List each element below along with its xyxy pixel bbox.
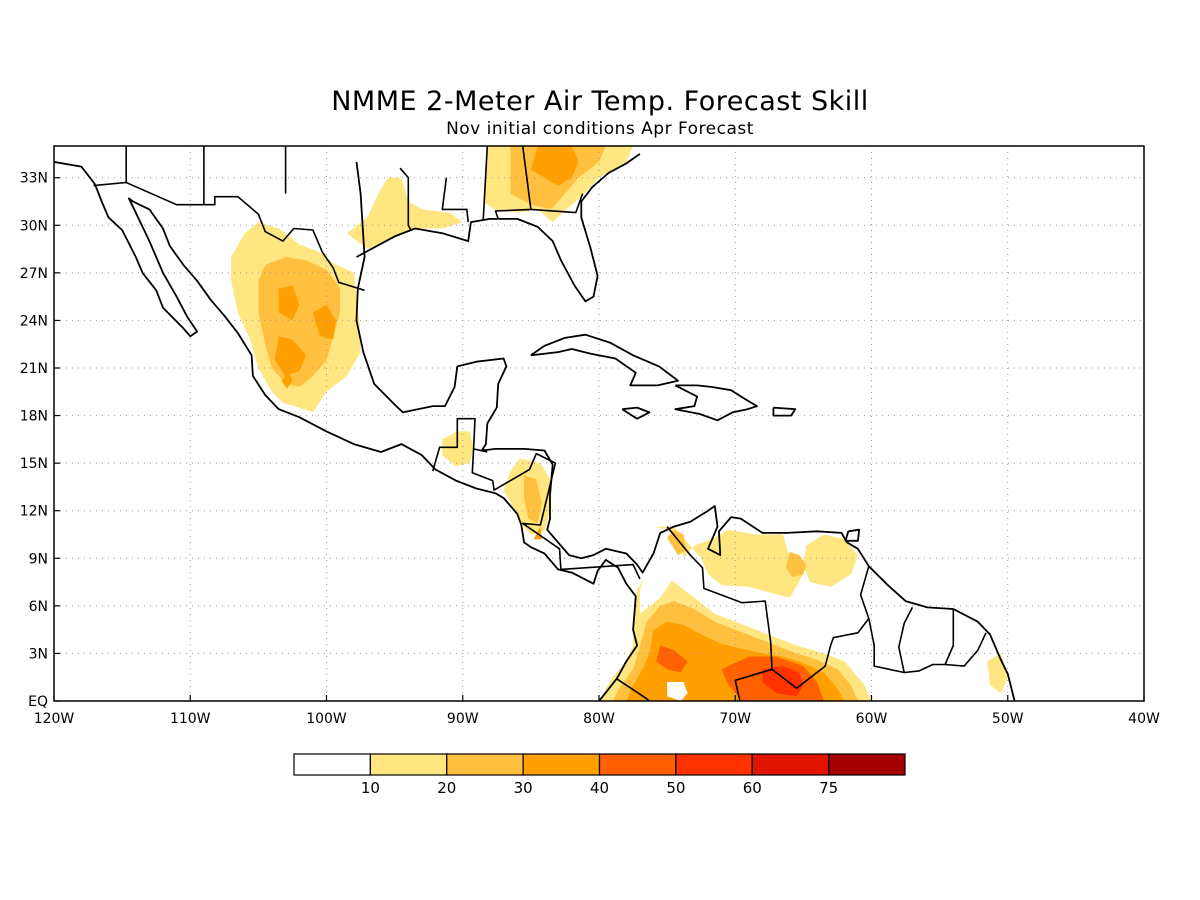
- skill-region-1-5: [785, 551, 807, 578]
- lat-tick-label-1: 3N: [29, 646, 48, 662]
- lon-tick-label-7: 50W: [992, 711, 1024, 727]
- lat-tick-label-10: 30N: [20, 218, 48, 234]
- lon-tick-label-4: 80W: [583, 711, 615, 727]
- coastline-4: [674, 384, 758, 422]
- coastline-0: [54, 161, 638, 701]
- political-borders: [93, 146, 987, 701]
- skill-region-0-3: [442, 431, 474, 467]
- border-line-8: [399, 167, 412, 231]
- skill-region-0-1: [346, 177, 463, 250]
- border-line-12: [530, 193, 584, 214]
- colorbar-swatch-1: [369, 753, 448, 776]
- axis-labels: 120W 110W 100W 90W 80W 70W 60W 50W 40W EQ 3N 6N 9N 12…: [20, 171, 1160, 727]
- colorbar-label-1: 20: [437, 779, 456, 797]
- lon-tick-label-0: 120W: [34, 711, 75, 727]
- coastline-6: [772, 406, 797, 417]
- border-line-5: [868, 609, 955, 674]
- skill-contours: [231, 146, 1008, 701]
- lon-tick-label-8: 40W: [1128, 711, 1160, 727]
- skill-region-2-4: [530, 146, 579, 186]
- border-line-0: [93, 181, 365, 292]
- lat-tick-label-6: 18N: [20, 409, 48, 425]
- skill-region-4-0: [762, 666, 804, 697]
- colorbar-swatch-4: [598, 753, 677, 776]
- map-title: NMME 2-Meter Air Temp. Forecast Skill: [331, 86, 869, 117]
- colorbar-swatch-3: [522, 753, 601, 776]
- lat-tick-label-0: EQ: [28, 694, 48, 710]
- colorbar-swatch-5: [675, 753, 753, 776]
- lat-tick-label-5: 15N: [20, 456, 48, 472]
- coastlines: [54, 153, 1016, 701]
- border-line-2: [471, 448, 641, 580]
- colorbar-label-3: 40: [590, 779, 609, 797]
- colorbar-swatch-6: [751, 753, 830, 776]
- colorbar-label-2: 30: [514, 779, 533, 797]
- colorbar-swatch-2: [446, 753, 524, 776]
- coastline-2: [356, 153, 641, 303]
- skill-region-2-3: [281, 371, 293, 389]
- colorbar-label-4: 50: [666, 779, 685, 797]
- border-line-3: [616, 526, 773, 701]
- colorbar-swatch-7: [828, 753, 906, 776]
- lat-tick-label-7: 21N: [20, 361, 48, 377]
- colorbar: 10 20 30 40 50 60 75: [293, 753, 906, 797]
- border-line-11: [494, 146, 532, 220]
- lat-tick-label-9: 27N: [20, 266, 48, 282]
- skill-region-1-2: [524, 475, 542, 524]
- coastline-5: [621, 406, 651, 420]
- lon-tick-label-1: 110W: [170, 711, 211, 727]
- skill-region-2-0: [278, 285, 300, 321]
- colorbar-label-5: 60: [743, 779, 762, 797]
- coastline-3: [530, 333, 679, 387]
- colorbar-swatch-0: [293, 753, 371, 776]
- border-line-10: [482, 146, 489, 221]
- colorbar-label-6: 75: [819, 779, 838, 797]
- skill-region-3-0: [656, 645, 688, 673]
- skill-region-5-0: [667, 682, 688, 701]
- lon-tick-label-3: 90W: [447, 711, 479, 727]
- plot-frame: [53, 145, 1145, 702]
- skill-region-2-1: [312, 304, 336, 340]
- lat-tick-label-3: 9N: [29, 551, 48, 567]
- border-line-4: [771, 565, 870, 690]
- skill-region-1-3: [667, 529, 687, 556]
- skill-region-0-7: [803, 534, 858, 587]
- border-line-1: [432, 417, 488, 472]
- border-line-7: [945, 632, 987, 667]
- lat-tick-label-8: 24N: [20, 313, 48, 329]
- border-line-6: [897, 607, 914, 673]
- lat-tick-label-11: 33N: [20, 171, 48, 187]
- lon-tick-label-5: 70W: [719, 711, 751, 727]
- skill-region-0-8: [987, 653, 1008, 694]
- lat-tick-label-4: 12N: [20, 504, 48, 520]
- coastline-1: [355, 161, 1016, 701]
- map-subtitle: Nov initial conditions Apr Forecast: [446, 119, 754, 139]
- skill-region-5-1: [639, 566, 674, 614]
- skill-region-0-5: [653, 526, 804, 598]
- lon-tick-label-6: 60W: [856, 711, 888, 727]
- skill-region-2-2: [274, 336, 307, 376]
- lon-tick-label-2: 100W: [306, 711, 347, 727]
- colorbar-label-0: 10: [361, 779, 380, 797]
- lat-tick-label-2: 6N: [29, 599, 48, 615]
- coastline-7: [844, 528, 861, 542]
- border-line-9: [441, 177, 469, 223]
- gridlines: [54, 146, 1144, 701]
